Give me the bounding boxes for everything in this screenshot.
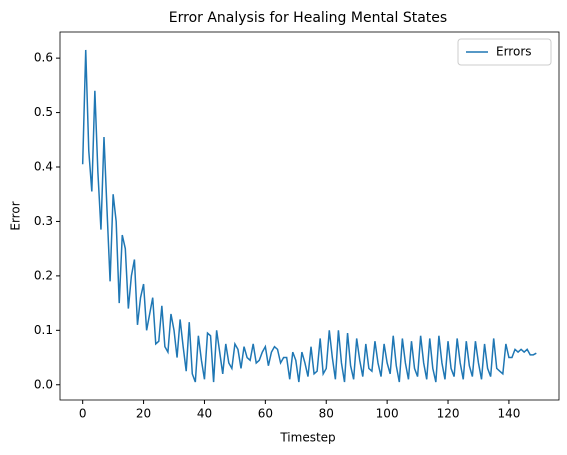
y-axis-label: Error	[9, 201, 23, 230]
x-tick-label: 0	[79, 407, 87, 421]
y-tick-label: 0.3	[34, 214, 53, 228]
y-tick-label: 0.4	[34, 160, 53, 174]
legend-frame	[457, 38, 552, 66]
axes-frame	[59, 31, 560, 401]
legend: Errors	[457, 38, 552, 66]
line-series	[81, 49, 537, 383]
y-tick-label: 0.1	[34, 323, 53, 337]
x-tick-label: 140	[497, 407, 520, 421]
x-tick-label: 120	[437, 407, 460, 421]
y-tick-label: 0.0	[34, 377, 53, 391]
y-tick-label: 0.6	[34, 51, 53, 65]
x-tick-label: 40	[197, 407, 212, 421]
x-tick-label: 80	[319, 407, 334, 421]
x-tick-label: 20	[136, 407, 151, 421]
chart-title: Error Analysis for Healing Mental States	[169, 10, 447, 26]
x-tick-label: 60	[258, 407, 273, 421]
legend-label: Errors	[496, 45, 532, 59]
x-axis-label: Timestep	[279, 431, 335, 445]
y-tick-label: 0.5	[34, 105, 53, 119]
x-tick-label: 100	[376, 407, 399, 421]
y-tick-label: 0.2	[34, 268, 53, 282]
